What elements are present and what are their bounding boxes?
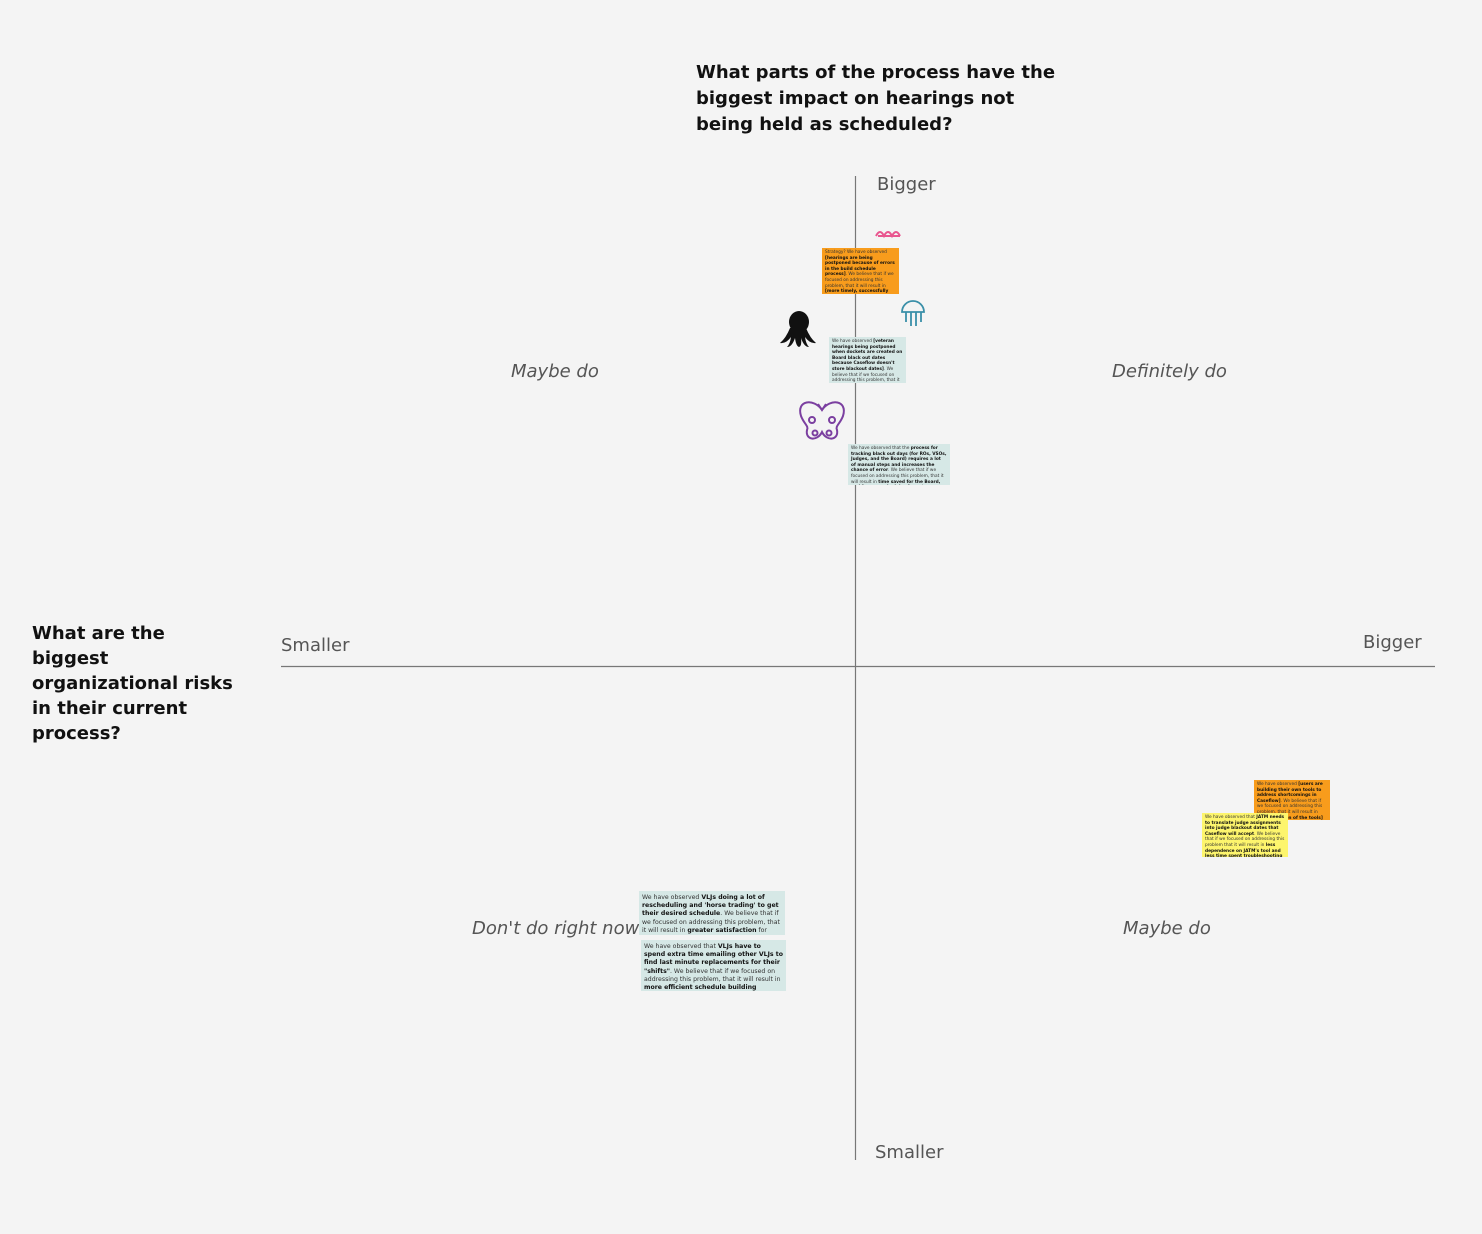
sticky-note: We have observed that JATM needs to tran… bbox=[1202, 813, 1288, 857]
note-text: [users are building their own tools to a… bbox=[1257, 782, 1323, 804]
note-text: [veteran hearings being postponed when d… bbox=[832, 339, 903, 372]
note-text: [hearings are being postponed because of… bbox=[825, 255, 895, 278]
sticky-note: We have observed that the process for tr… bbox=[848, 444, 950, 485]
note-text: We have observed bbox=[832, 339, 874, 344]
note-text: process for tracking black out days (for… bbox=[851, 446, 947, 474]
y-axis-top-label: Bigger bbox=[877, 174, 936, 195]
note-text: We have observed that the bbox=[851, 446, 911, 451]
note-text: less dependence on JATM's tool and less … bbox=[1205, 842, 1283, 857]
butterfly-icon bbox=[799, 401, 845, 440]
quadrant-label: Maybe do bbox=[511, 361, 599, 382]
note-text: . We believe that if we focused on addre… bbox=[1205, 831, 1285, 848]
note-text: VLJs have to spend extra time emailing o… bbox=[644, 943, 783, 975]
note-text: Strategy? We have observed bbox=[825, 250, 887, 255]
note-text: . We believe that if we focused on addre… bbox=[832, 366, 900, 383]
jellyfish-icon bbox=[901, 300, 925, 326]
note-text: greater satisfaction bbox=[687, 926, 757, 934]
x-axis-left-label: Smaller bbox=[281, 635, 350, 656]
note-text: We have observed bbox=[1257, 782, 1299, 787]
note-text: . We believe that if we focused on addre… bbox=[851, 468, 944, 485]
x-question: What are the biggest organizational risk… bbox=[32, 623, 233, 744]
note-text: We have observed bbox=[642, 894, 702, 901]
sticky-note: We have observed that VLJs have to spend… bbox=[641, 940, 786, 991]
note-text: . We believe that if we focused on addre… bbox=[1257, 798, 1323, 815]
note-text: VLJs doing a lot of rescheduling and 'ho… bbox=[642, 894, 779, 918]
note-text: We have observed that bbox=[1205, 815, 1257, 820]
note-text: time saved for the Board, and fewer resc… bbox=[878, 479, 941, 485]
octopus-icon bbox=[780, 311, 816, 347]
note-text: for bbox=[756, 926, 767, 934]
note-text: [consolidation of the tools] bbox=[1257, 815, 1323, 820]
y-question: What parts of the process have the bigge… bbox=[696, 62, 1056, 135]
quadrant-label: Maybe do bbox=[1123, 918, 1211, 939]
y-axis-bottom-label: Smaller bbox=[875, 1142, 944, 1163]
quadrant-label: Don't do right now bbox=[472, 918, 640, 939]
note-text: We have observed that bbox=[644, 943, 718, 950]
note-text: . We believe that if we focused on addre… bbox=[825, 272, 894, 289]
note-text: . We believe that if we focused on addre… bbox=[642, 910, 780, 934]
quadrant-label: Definitely do bbox=[1112, 361, 1227, 382]
sticky-note: We have observed [veteran hearings being… bbox=[829, 337, 906, 383]
worm-icon bbox=[875, 231, 901, 239]
note-text: more efficient schedule building (includ… bbox=[644, 984, 757, 991]
note-text: JATM needs to translate judge assignment… bbox=[1205, 815, 1285, 837]
note-text: . We believe that if we focused on addre… bbox=[644, 967, 781, 983]
sticky-note: Strategy? We have observed [hearings are… bbox=[822, 248, 899, 294]
sticky-note: We have observed VLJs doing a lot of res… bbox=[639, 891, 785, 935]
x-axis-right-label: Bigger bbox=[1363, 632, 1422, 653]
note-text: [more timely, successfully held hearings… bbox=[825, 289, 889, 294]
